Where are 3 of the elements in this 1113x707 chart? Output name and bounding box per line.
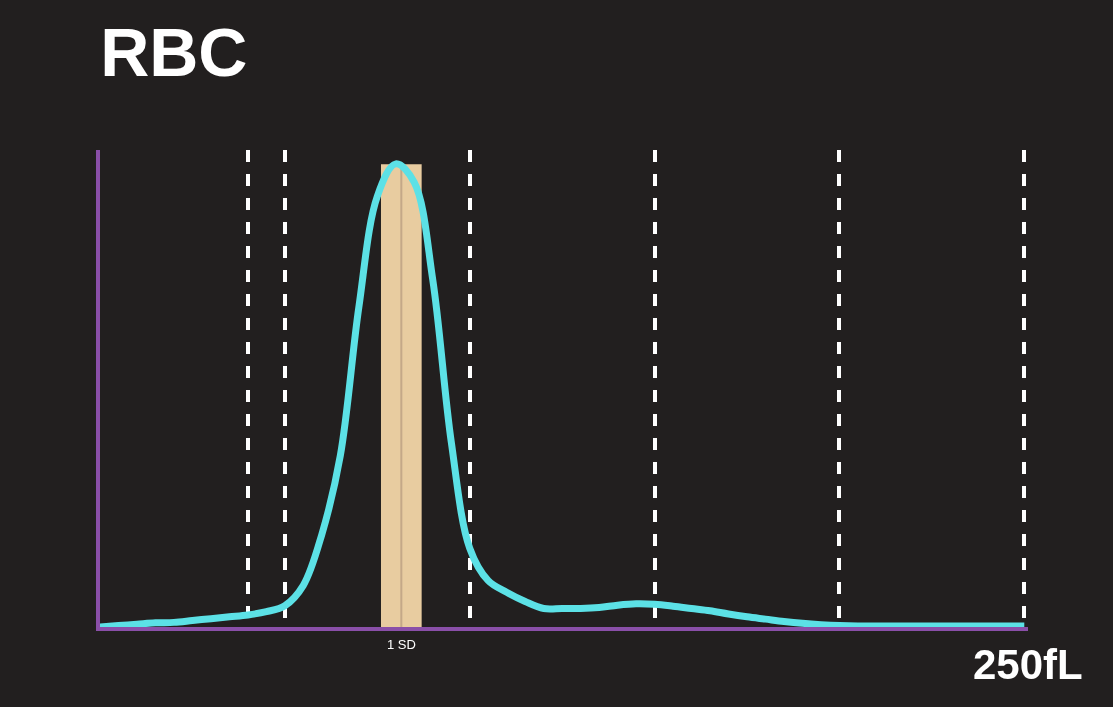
text: 1 SD [387,637,416,652]
chart-title: RBC [100,13,248,90]
text: 250fL [973,641,1083,688]
